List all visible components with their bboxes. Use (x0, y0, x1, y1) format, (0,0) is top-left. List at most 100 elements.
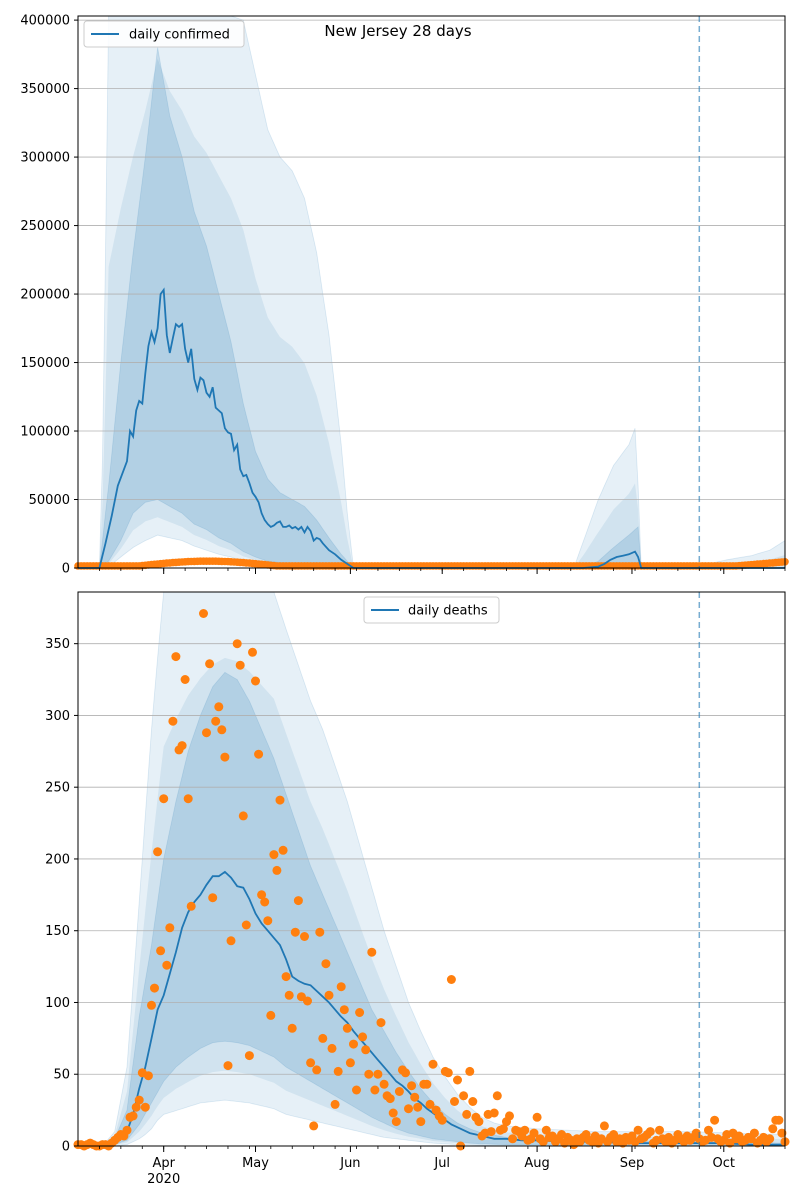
observed-point (211, 716, 221, 726)
observed-point (330, 1099, 340, 1109)
observed-point (633, 1125, 643, 1135)
observed-point (361, 1045, 371, 1055)
observed-point (153, 847, 163, 857)
observed-point (315, 927, 325, 937)
observed-point (281, 972, 291, 982)
observed-point (275, 795, 285, 805)
observed-point (370, 1085, 380, 1095)
y-tick-label: 300 (45, 709, 70, 724)
observed-point (168, 716, 178, 726)
observed-point (349, 1039, 358, 1049)
y-tick-label: 350 (45, 637, 70, 652)
observed-point (266, 1010, 276, 1020)
observed-point (287, 1023, 297, 1033)
observed-point (342, 1023, 352, 1033)
observed-point (269, 850, 279, 860)
legend-box (83, 20, 245, 48)
observed-point (459, 1091, 469, 1101)
observed-point (416, 1117, 426, 1127)
observed-point (159, 794, 169, 804)
x-tick-label: Sep (620, 1156, 645, 1171)
observed-point (293, 896, 303, 906)
observed-point (241, 920, 251, 930)
observed-point (333, 1066, 343, 1076)
observed-point (278, 845, 288, 855)
observed-point (309, 1121, 319, 1131)
observed-point (599, 1121, 609, 1131)
observed-point (162, 960, 172, 970)
legend-label: daily deaths (408, 604, 488, 619)
observed-point (443, 1068, 453, 1078)
y-tick-label: 0 (62, 1140, 70, 1155)
observed-point (263, 916, 273, 926)
observed-point (214, 702, 224, 712)
y-tick-label: 200000 (20, 288, 70, 303)
observed-point (131, 1102, 141, 1112)
observed-point (128, 1111, 138, 1121)
x-tick-year-label: 2020 (147, 1172, 180, 1187)
observed-point (143, 1071, 153, 1081)
deaths-observed-points (73, 609, 790, 1151)
observed-point (489, 1108, 499, 1118)
observed-point (290, 927, 300, 937)
observed-point (655, 1125, 664, 1135)
observed-point (150, 983, 159, 993)
observed-point (425, 1099, 435, 1109)
y-tick-label: 250 (45, 781, 70, 796)
observed-point (226, 936, 236, 946)
observed-point (498, 1124, 508, 1134)
observed-point (492, 1091, 502, 1101)
observed-point (367, 947, 377, 957)
observed-point (156, 946, 166, 956)
y-tick-label: 150 (45, 924, 70, 939)
y-tick-label: 150000 (20, 356, 70, 371)
y-tick-label: 50 (53, 1068, 70, 1083)
y-tick-label: 100000 (20, 425, 70, 440)
observed-point (376, 1018, 386, 1028)
observed-point (404, 1104, 413, 1114)
observed-point (284, 990, 294, 1000)
observed-point (232, 639, 242, 649)
observed-point (303, 996, 312, 1006)
observed-point (300, 932, 309, 941)
observed-point (134, 1095, 144, 1105)
observed-point (529, 1128, 539, 1138)
observed-point (244, 1051, 254, 1061)
observed-point (453, 1075, 462, 1085)
deaths-axes-frame (77, 591, 786, 1147)
observed-point (505, 1111, 514, 1121)
legend-label: daily confirmed (129, 28, 230, 43)
observed-point (428, 1059, 438, 1069)
observed-point (532, 1112, 542, 1122)
observed-point (147, 1000, 156, 1010)
observed-point (385, 1094, 395, 1104)
observed-point (352, 1085, 361, 1095)
observed-point (223, 1061, 233, 1071)
observed-point (202, 728, 211, 738)
observed-point (765, 1134, 775, 1144)
confirmed-axes-frame (77, 15, 786, 569)
observed-point (355, 1008, 365, 1017)
observed-point (462, 1109, 472, 1119)
figure-title: New Jersey 28 days (324, 22, 471, 40)
observed-point (186, 901, 196, 911)
observed-point (749, 1128, 759, 1138)
confirmed-y-axis: 0 50000 100000 150000 200000 250000 300000 3500… (20, 14, 78, 577)
observed-point (257, 890, 267, 900)
observed-point (450, 1097, 459, 1106)
confirmed-x-axis (99, 568, 786, 574)
observed-point (379, 1079, 389, 1089)
observed-point (183, 794, 193, 804)
observed-point (391, 1117, 401, 1127)
middle-band (78, 58, 785, 568)
observed-point (446, 975, 456, 984)
observed-point (248, 647, 257, 657)
observed-point (401, 1068, 410, 1078)
observed-point (422, 1079, 432, 1089)
observed-point (324, 990, 334, 1000)
observed-point (205, 659, 215, 669)
confirmed-legend: daily confirmed (83, 20, 245, 48)
observed-point (180, 675, 190, 684)
